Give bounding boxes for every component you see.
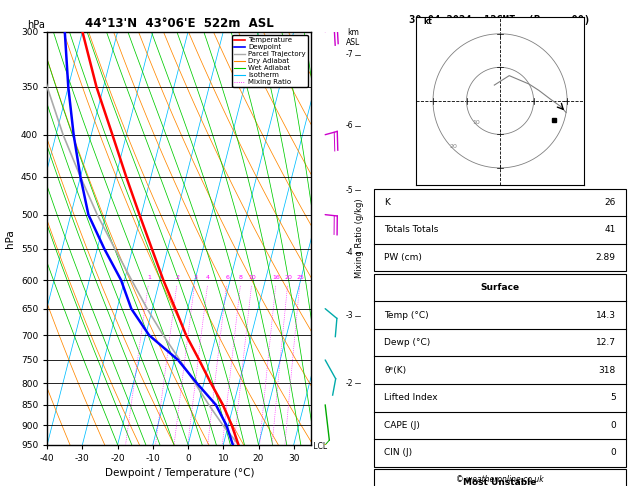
Text: 20: 20 bbox=[284, 275, 292, 280]
Text: Totals Totals: Totals Totals bbox=[384, 226, 438, 234]
Text: 30.04.2024  12GMT  (Base: 00): 30.04.2024 12GMT (Base: 00) bbox=[409, 15, 591, 24]
Text: 3: 3 bbox=[193, 275, 197, 280]
Text: 8: 8 bbox=[239, 275, 243, 280]
Text: 12.7: 12.7 bbox=[596, 338, 616, 347]
X-axis label: Dewpoint / Temperature (°C): Dewpoint / Temperature (°C) bbox=[104, 469, 254, 478]
Text: 318: 318 bbox=[599, 365, 616, 375]
Text: Most Unstable: Most Unstable bbox=[464, 478, 537, 486]
Text: 14.3: 14.3 bbox=[596, 311, 616, 320]
Text: -4: -4 bbox=[346, 248, 353, 257]
Text: Surface: Surface bbox=[481, 283, 520, 292]
Text: -3: -3 bbox=[346, 312, 353, 320]
Text: 25: 25 bbox=[296, 275, 304, 280]
Text: 4: 4 bbox=[206, 275, 210, 280]
Text: 26: 26 bbox=[604, 198, 616, 207]
Text: -5: -5 bbox=[346, 186, 353, 195]
Y-axis label: hPa: hPa bbox=[5, 229, 15, 247]
Text: Dewp (°C): Dewp (°C) bbox=[384, 338, 431, 347]
Text: -2: -2 bbox=[346, 379, 353, 388]
Text: kt: kt bbox=[423, 17, 431, 26]
Text: -7: -7 bbox=[346, 50, 353, 59]
Bar bbox=[374, 469, 626, 486]
Text: CAPE (J): CAPE (J) bbox=[384, 421, 420, 430]
Text: 6: 6 bbox=[225, 275, 229, 280]
Title: 44°13'N  43°06'E  522m  ASL: 44°13'N 43°06'E 522m ASL bbox=[85, 17, 274, 31]
Text: CIN (J): CIN (J) bbox=[384, 449, 413, 457]
Text: 5: 5 bbox=[610, 393, 616, 402]
Text: Temp (°C): Temp (°C) bbox=[384, 311, 429, 320]
Text: -6: -6 bbox=[346, 121, 353, 130]
Text: 10: 10 bbox=[473, 121, 481, 125]
Text: 0: 0 bbox=[610, 421, 616, 430]
Legend: Temperature, Dewpoint, Parcel Trajectory, Dry Adiabat, Wet Adiabat, Isotherm, Mi: Temperature, Dewpoint, Parcel Trajectory… bbox=[232, 35, 308, 87]
Text: hPa: hPa bbox=[28, 19, 45, 30]
Text: PW (cm): PW (cm) bbox=[384, 253, 422, 262]
Text: 0: 0 bbox=[610, 449, 616, 457]
Text: 1: 1 bbox=[147, 275, 151, 280]
Text: 20: 20 bbox=[449, 144, 457, 149]
Text: Mixing Ratio (g/kg): Mixing Ratio (g/kg) bbox=[355, 198, 364, 278]
Text: 2: 2 bbox=[175, 275, 179, 280]
Text: © weatheronline.co.uk: © weatheronline.co.uk bbox=[456, 475, 544, 484]
Text: 2.89: 2.89 bbox=[596, 253, 616, 262]
Text: km
ASL: km ASL bbox=[347, 28, 360, 48]
Text: K: K bbox=[384, 198, 390, 207]
Text: 10: 10 bbox=[248, 275, 256, 280]
Text: LCL: LCL bbox=[311, 442, 328, 451]
Text: θᵉ(K): θᵉ(K) bbox=[384, 365, 406, 375]
Text: 41: 41 bbox=[604, 226, 616, 234]
Text: Lifted Index: Lifted Index bbox=[384, 393, 438, 402]
Text: 16: 16 bbox=[272, 275, 280, 280]
Bar bbox=[374, 274, 626, 467]
Bar bbox=[374, 189, 626, 271]
